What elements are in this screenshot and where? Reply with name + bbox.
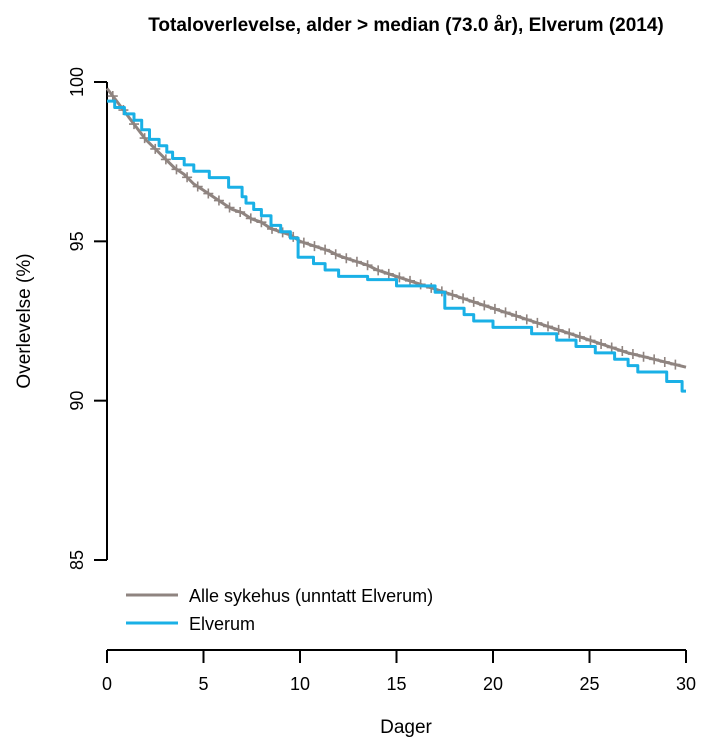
- censor-mark: [320, 244, 331, 255]
- censor-mark: [245, 213, 256, 224]
- censor-mark: [341, 253, 352, 264]
- censor-mark: [182, 172, 193, 183]
- censor-mark: [298, 237, 309, 248]
- censor-mark: [394, 272, 405, 283]
- censor-mark: [670, 359, 681, 370]
- y-axis-label: Overlevelse (%): [14, 253, 35, 388]
- censor-mark: [649, 354, 660, 365]
- censor-mark: [521, 314, 532, 325]
- censor-mark: [309, 241, 320, 252]
- series-line-alle-sykehus: [105, 87, 687, 369]
- x-tick-label: 20: [483, 674, 503, 694]
- y-tick-label: 95: [67, 231, 87, 251]
- censor-mark: [532, 317, 543, 328]
- censor-mark: [139, 133, 150, 144]
- y-tick-label: 100: [67, 67, 87, 97]
- y-tick-label: 90: [67, 391, 87, 411]
- censor-mark: [235, 207, 246, 218]
- legend-label: Elverum: [189, 614, 255, 634]
- censor-mark: [405, 275, 416, 286]
- censor-mark: [500, 307, 511, 318]
- censor-mark: [585, 335, 596, 346]
- censor-mark: [150, 143, 161, 154]
- censor-mark: [606, 342, 617, 353]
- censor-mark: [574, 331, 585, 342]
- y-axis: 85 90 95 100: [67, 67, 108, 570]
- censor-mark: [383, 268, 394, 279]
- x-tick-label: 10: [290, 674, 310, 694]
- censor-mark: [107, 91, 118, 102]
- censor-mark: [659, 356, 670, 367]
- censor-mark: [224, 202, 235, 213]
- x-tick-label: 0: [102, 674, 112, 694]
- censor-mark: [543, 321, 554, 332]
- x-tick-label: 5: [198, 674, 208, 694]
- censor-mark: [564, 328, 575, 339]
- legend: Alle sykehus (unntatt Elverum) Elverum: [126, 586, 433, 634]
- censor-mark: [415, 279, 426, 290]
- censor-mark: [479, 300, 490, 311]
- censor-mark: [627, 349, 638, 360]
- censor-mark: [617, 345, 628, 356]
- x-tick-label: 25: [579, 674, 599, 694]
- x-tick-label: 30: [676, 674, 696, 694]
- chart-title: Totaloverlevelse, alder > median (73.0 å…: [148, 15, 664, 36]
- x-axis-label: Dager: [380, 717, 432, 738]
- censor-mark: [160, 154, 171, 165]
- censor-mark: [447, 289, 458, 300]
- legend-label: Alle sykehus (unntatt Elverum): [189, 586, 433, 606]
- censor-mark: [213, 195, 224, 206]
- censor-mark: [203, 188, 214, 199]
- censor-mark: [468, 296, 479, 307]
- censor-mark: [192, 181, 203, 192]
- censor-mark: [171, 164, 182, 175]
- censor-mark: [351, 256, 362, 267]
- censor-mark: [458, 293, 469, 304]
- censor-mark: [362, 260, 373, 271]
- censor-mark: [330, 249, 341, 260]
- x-axis: 0 5 10 15 20 25 30: [102, 649, 696, 694]
- y-tick-label: 85: [67, 550, 87, 570]
- censor-mark: [373, 265, 384, 276]
- x-tick-label: 15: [386, 674, 406, 694]
- series-line-elverum: [107, 99, 686, 393]
- censor-mark: [511, 310, 522, 321]
- censor-mark: [638, 351, 649, 362]
- censor-mark: [256, 217, 267, 228]
- series-layer: [105, 87, 687, 393]
- censor-mark: [489, 303, 500, 314]
- censor-mark: [553, 324, 564, 335]
- censor-mark: [596, 338, 607, 349]
